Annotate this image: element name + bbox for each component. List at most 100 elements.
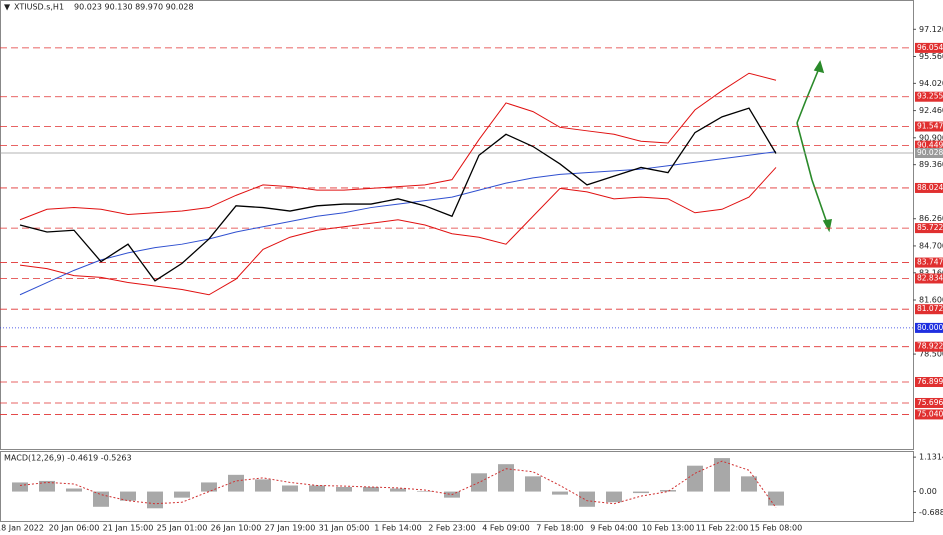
price-line <box>19 167 777 296</box>
y-tick-label: 81.600 <box>919 296 943 305</box>
price-panel <box>0 0 914 450</box>
x-tick-label: 7 Feb 18:00 <box>536 524 583 533</box>
x-tick-label: 9 Feb 04:00 <box>590 524 637 533</box>
macd-bar <box>660 490 676 492</box>
macd-bar <box>741 476 757 492</box>
macd-bar <box>174 491 190 498</box>
macd-bar <box>201 482 217 492</box>
macd-bar <box>228 474 244 492</box>
level-line-label: 88.024 <box>917 183 943 192</box>
x-tick-label: 31 Jan 05:00 <box>319 524 370 533</box>
level-line-box <box>915 273 943 284</box>
y-tick-label: 90.900 <box>919 133 943 142</box>
x-tick-label: 2 Feb 23:00 <box>428 524 475 533</box>
level-line-label: 85.722 <box>917 223 943 232</box>
price-line <box>19 107 777 282</box>
level-line-box <box>915 376 943 387</box>
level-line-box <box>915 341 943 352</box>
y-tick-label: 97.120 <box>919 25 943 34</box>
y-tick-label: 89.360 <box>919 160 943 169</box>
macd-bar <box>633 491 649 494</box>
level-line-box <box>915 140 943 151</box>
last-price-line-label: 90.028 <box>917 148 943 157</box>
macd-bar <box>714 458 730 492</box>
level-line-label: 91.547 <box>917 122 943 131</box>
macd-bar <box>282 485 298 492</box>
macd-bar <box>525 476 541 492</box>
macd-bar <box>552 491 568 495</box>
level-line-box <box>915 182 943 193</box>
marker-line-box <box>915 322 943 333</box>
level-line-box <box>915 91 943 102</box>
x-tick-label: 10 Feb 13:00 <box>642 524 694 533</box>
level-line-box <box>915 223 943 234</box>
level-line-label: 82.834 <box>917 273 943 282</box>
x-tick-label: 25 Jan 01:00 <box>157 524 208 533</box>
level-line-label: 78.922 <box>917 342 943 351</box>
macd-bar <box>768 491 784 506</box>
level-line-box <box>915 121 943 132</box>
y-tick-label: 78.500 <box>919 350 943 359</box>
macd-bar <box>309 485 325 492</box>
level-line-box <box>915 397 943 408</box>
level-line-label: 75.040 <box>917 409 943 418</box>
forecast-arrows <box>796 60 833 233</box>
y-tick-label: -0.6884 <box>919 508 943 517</box>
level-line-label: 81.072 <box>917 304 943 313</box>
x-tick-label: 15 Feb 08:00 <box>750 524 802 533</box>
y-tick-label: 84.700 <box>919 241 943 250</box>
macd-bar <box>147 491 163 509</box>
macd-bar <box>606 491 622 503</box>
macd-bar <box>93 491 109 507</box>
macd-bar <box>120 491 136 501</box>
y-tick-label: 83.160 <box>919 268 943 277</box>
macd-panel <box>0 451 914 522</box>
price-line <box>19 151 777 296</box>
macd-bar <box>363 487 379 492</box>
y-tick-label: 0.00 <box>919 487 937 496</box>
macd-bar <box>471 473 487 492</box>
macd-bar <box>498 464 514 492</box>
level-line-label: 83.747 <box>917 258 943 267</box>
x-tick-label: 18 Jan 2022 <box>0 524 44 533</box>
macd-bar <box>390 488 406 492</box>
macd-bar <box>66 488 82 492</box>
ohlc: 90.023 90.130 89.970 90.028 <box>74 3 194 12</box>
macd-bar <box>255 479 271 492</box>
x-tick-label: 27 Jan 19:00 <box>265 524 316 533</box>
y-tick-label: 1.1314 <box>919 453 943 462</box>
last-price-line-box <box>915 148 943 158</box>
y-tick-label: 94.020 <box>919 79 943 88</box>
x-tick-label: 20 Jan 06:00 <box>49 524 100 533</box>
x-tick-label: 11 Feb 22:00 <box>696 524 748 533</box>
symbol: XTIUSD.s,H1 <box>14 3 64 12</box>
level-line-box <box>915 409 943 420</box>
y-tick-label: 92.460 <box>919 106 943 115</box>
level-line-label: 76.899 <box>917 377 943 386</box>
symbol-arrow: ▼ <box>4 3 11 12</box>
level-line-label: 93.255 <box>917 92 943 101</box>
y-tick-label: 86.260 <box>919 214 943 223</box>
price-line <box>19 72 777 221</box>
level-line-label: 75.696 <box>917 398 943 407</box>
macd-bar <box>579 491 595 507</box>
macd-bar <box>12 482 28 492</box>
marker-line-label: 80.000 <box>917 323 943 332</box>
macd-bar <box>687 465 703 492</box>
y-tick-label: 95.560 <box>919 52 943 61</box>
level-line-box <box>915 42 943 53</box>
x-tick-label: 1 Feb 14:00 <box>374 524 421 533</box>
macd-bar <box>39 480 55 492</box>
x-tick-label: 21 Jan 15:00 <box>103 524 154 533</box>
macd-bar <box>336 487 352 492</box>
level-line-label: 96.054 <box>917 43 943 52</box>
level-line-label: 90.449 <box>917 141 943 150</box>
macd-bar <box>417 490 433 492</box>
macd-title: MACD(12,26,9) -0.4619 -0.5263 <box>4 454 132 463</box>
level-line-box <box>915 257 943 268</box>
level-line-box <box>915 304 943 315</box>
x-tick-label: 4 Feb 09:00 <box>482 524 529 533</box>
x-tick-label: 26 Jan 10:00 <box>211 524 262 533</box>
